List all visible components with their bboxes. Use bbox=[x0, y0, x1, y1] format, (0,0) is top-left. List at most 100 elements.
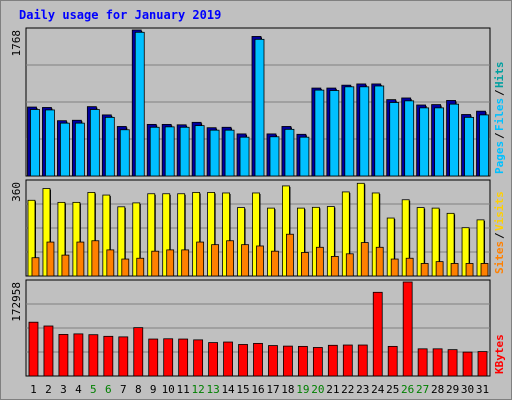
bar-kbytes-day-9 bbox=[148, 338, 159, 377]
bar-kbytes-day-29 bbox=[447, 349, 458, 377]
bar-sites-day-4 bbox=[72, 201, 81, 277]
bar-files-day-15 bbox=[239, 136, 250, 177]
bar-kbytes-day-21 bbox=[327, 344, 338, 377]
bar-sites-day-15 bbox=[237, 207, 245, 277]
bar-visits-day-22 bbox=[345, 253, 354, 277]
bar-sites-day-13 bbox=[207, 192, 215, 277]
bar-files-day-21 bbox=[329, 90, 340, 177]
x-tick-label-day-22: 22 bbox=[341, 383, 354, 396]
bar-sites-day-27 bbox=[416, 207, 425, 277]
x-tick-label-day-18: 18 bbox=[281, 383, 294, 396]
legend-pages: Pages bbox=[493, 141, 506, 174]
bar-files-day-22 bbox=[344, 86, 355, 177]
bar-visits-day-26 bbox=[405, 257, 414, 277]
bar-sites-day-10 bbox=[162, 193, 171, 277]
bar-files-day-26 bbox=[404, 100, 415, 177]
x-tick-label-day-13: 13 bbox=[206, 383, 219, 396]
bar-visits-day-1 bbox=[31, 257, 40, 277]
bar-files-day-31 bbox=[479, 114, 489, 177]
legend-visits: Visits bbox=[493, 191, 506, 231]
x-tick-label-day-8: 8 bbox=[135, 383, 142, 396]
bar-sites-day-29 bbox=[446, 212, 455, 277]
bar-sites-day-19 bbox=[297, 207, 305, 277]
legend-separator: / bbox=[493, 89, 506, 96]
bar-visits-day-4 bbox=[76, 241, 85, 277]
bar-visits-day-5 bbox=[91, 240, 100, 277]
bar-sites-day-14 bbox=[222, 192, 230, 277]
bar-files-day-19 bbox=[299, 136, 310, 177]
bar-visits-day-16 bbox=[256, 245, 264, 277]
bar-sites-day-22 bbox=[341, 191, 350, 277]
bar-files-day-12 bbox=[194, 125, 205, 177]
bar-sites-day-18 bbox=[282, 185, 290, 277]
bar-kbytes-day-6 bbox=[103, 335, 114, 377]
bar-visits-day-7 bbox=[121, 258, 130, 277]
x-tick-label-day-14: 14 bbox=[221, 383, 235, 396]
legend-files: Files bbox=[493, 98, 506, 131]
bar-kbytes-day-23 bbox=[357, 344, 368, 377]
x-tick-label-day-24: 24 bbox=[371, 383, 385, 396]
x-tick-label-day-23: 23 bbox=[356, 383, 369, 396]
x-tick-label-day-7: 7 bbox=[120, 383, 127, 396]
bar-files-day-9 bbox=[149, 126, 160, 177]
bar-sites-day-6 bbox=[102, 194, 111, 277]
x-tick-label-day-15: 15 bbox=[236, 383, 249, 396]
bar-visits-day-29 bbox=[450, 263, 459, 277]
bar-sites-day-17 bbox=[267, 207, 275, 277]
x-tick-label-day-10: 10 bbox=[162, 383, 175, 396]
bar-files-day-13 bbox=[209, 129, 220, 177]
x-tick-label-day-25: 25 bbox=[386, 383, 399, 396]
x-tick-label-day-21: 21 bbox=[326, 383, 339, 396]
bar-sites-day-12 bbox=[192, 192, 201, 277]
bar-kbytes-day-31 bbox=[477, 351, 488, 377]
bar-sites-day-8 bbox=[132, 202, 141, 277]
bar-sites-day-30 bbox=[461, 227, 470, 277]
legend-separator: / bbox=[493, 232, 506, 239]
x-tick-label-day-19: 19 bbox=[296, 383, 309, 396]
bar-files-day-16 bbox=[254, 38, 265, 177]
bar-sites-day-23 bbox=[356, 182, 365, 277]
bar-sites-day-20 bbox=[311, 206, 320, 277]
bar-visits-day-2 bbox=[46, 241, 55, 277]
bar-kbytes-day-7 bbox=[118, 336, 129, 377]
bar-visits-day-14 bbox=[226, 240, 234, 277]
bar-files-day-28 bbox=[434, 107, 445, 177]
bar-visits-day-23 bbox=[360, 242, 369, 277]
bar-kbytes-day-22 bbox=[342, 344, 353, 377]
bar-visits-day-19 bbox=[301, 252, 309, 277]
bar-files-day-1 bbox=[30, 109, 40, 177]
bar-sites-day-3 bbox=[57, 201, 66, 277]
x-tick-label-day-4: 4 bbox=[75, 383, 82, 396]
bar-sites-day-31 bbox=[476, 219, 485, 277]
bar-kbytes-day-8 bbox=[133, 327, 144, 377]
bar-sites-day-25 bbox=[386, 217, 395, 277]
legend-hits: Hits bbox=[493, 62, 506, 89]
x-tick-label-day-5: 5 bbox=[90, 383, 97, 396]
bar-visits-day-15 bbox=[241, 244, 249, 277]
bar-visits-day-24 bbox=[375, 246, 384, 277]
bar-kbytes-day-16 bbox=[253, 342, 263, 377]
bar-visits-day-12 bbox=[196, 241, 205, 277]
bar-files-day-14 bbox=[224, 129, 235, 177]
legend-separator: / bbox=[493, 132, 506, 139]
x-tick-label-day-6: 6 bbox=[105, 383, 112, 396]
bar-kbytes-day-25 bbox=[387, 345, 398, 377]
x-tick-label-day-20: 20 bbox=[311, 383, 324, 396]
bar-sites-day-7 bbox=[117, 206, 126, 277]
bar-visits-day-20 bbox=[315, 246, 324, 277]
bar-visits-day-25 bbox=[390, 258, 399, 277]
bar-visits-day-3 bbox=[61, 254, 70, 277]
bar-kbytes-day-26 bbox=[402, 281, 413, 377]
bar-kbytes-day-3 bbox=[58, 334, 69, 377]
bar-kbytes-day-17 bbox=[268, 345, 278, 377]
bar-files-day-7 bbox=[119, 129, 130, 177]
bar-sites-day-24 bbox=[371, 192, 380, 277]
bar-kbytes-day-4 bbox=[73, 333, 84, 377]
bar-files-day-11 bbox=[179, 126, 190, 177]
bar-sites-day-1 bbox=[27, 199, 36, 277]
bar-visits-day-18 bbox=[286, 233, 294, 277]
bar-kbytes-day-18 bbox=[283, 345, 293, 377]
x-tick-label-day-27: 27 bbox=[416, 383, 429, 396]
